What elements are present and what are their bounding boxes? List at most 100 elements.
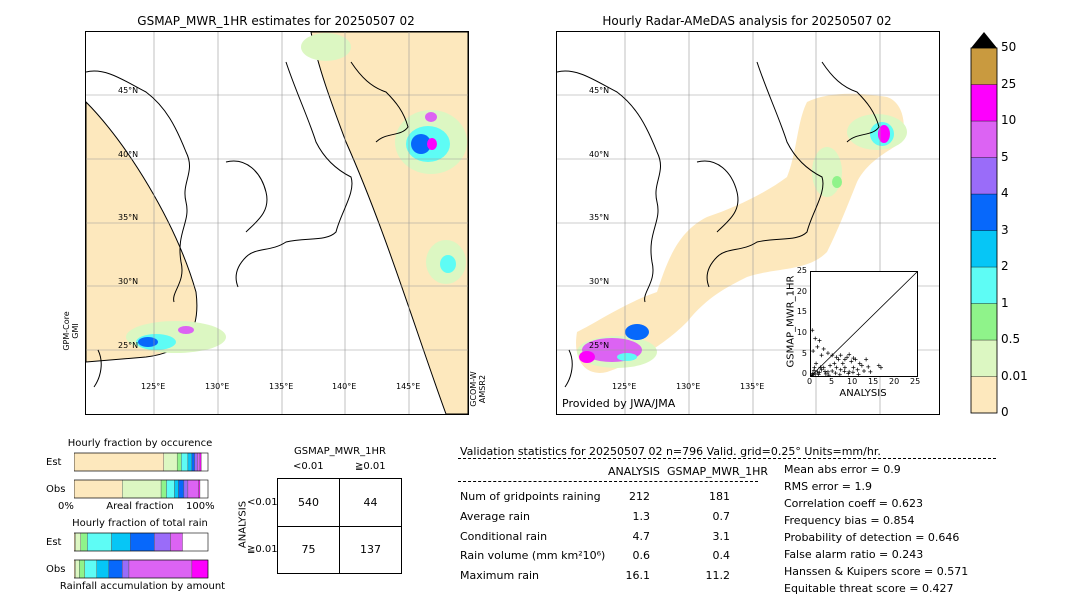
occurrence-obs-label: Obs [46, 484, 66, 495]
scatter-point [842, 365, 847, 370]
right-lon-label-125: 125°E [612, 382, 637, 391]
fraction-segment [163, 452, 178, 472]
fraction-segment [111, 532, 131, 552]
scatter-point [832, 361, 837, 366]
stat-label-3: Rain volume (mm km²10⁶) [460, 549, 606, 562]
scatter-point [838, 367, 843, 372]
scatter-point [847, 352, 852, 357]
score-2: Correlation coeff = 0.623 [784, 497, 923, 510]
scatter-ytick-5: 5 [801, 349, 807, 358]
left-lat-label-25: 25°N [118, 341, 139, 350]
fraction-segment [80, 532, 88, 552]
stat-gsmap-0: 181 [709, 490, 730, 503]
scatter-point [845, 355, 850, 360]
scatter-point [856, 372, 861, 377]
fraction-segment [191, 452, 195, 472]
occurrence-est-label: Est [46, 457, 62, 468]
contingency-col-header-1: <0.01 [293, 461, 324, 472]
scatter-point [842, 357, 847, 362]
scatter-point [850, 370, 855, 375]
scatter-point [810, 371, 815, 376]
scatter-point [851, 356, 856, 361]
scatter-point [821, 346, 826, 351]
credit-text: Provided by JWA/JMA [562, 397, 676, 410]
scatter-xtick-0: 0 [807, 377, 813, 386]
fraction-segment [130, 532, 155, 552]
validation-title: Validation statistics for 20250507 02 n=… [460, 445, 881, 458]
score-5: False alarm ratio = 0.243 [784, 548, 924, 561]
scatter-point [823, 371, 828, 376]
scatter-point [825, 369, 830, 374]
validation-col-header-gsmap: GSMAP_MWR_1HR [667, 465, 769, 478]
scatter-point [813, 336, 818, 341]
validation-col-header-analysis: ANALYSIS [608, 465, 660, 478]
contingency-grid: 540 44 75 137 [277, 478, 402, 574]
left-map-canvas [86, 32, 468, 414]
scatter-point [838, 353, 843, 358]
fraction-segment [79, 559, 85, 579]
colorbar-segment [970, 339, 998, 377]
stat-label-0: Num of gridpoints raining [460, 490, 601, 503]
right-lon-label-130: 130°E [676, 382, 701, 391]
scatter-point [866, 364, 871, 369]
scatter-point [822, 369, 827, 374]
scatter-xtick-20: 20 [889, 377, 900, 386]
scatter-point [833, 371, 838, 376]
right-lon-label-135: 135°E [740, 382, 765, 391]
scatter-point [811, 368, 816, 373]
score-1: RMS error = 1.9 [784, 480, 872, 493]
right-sensor-label: GCOM-W AMSR2 [469, 371, 487, 407]
colorbar-segment [970, 303, 998, 341]
fraction-segment [122, 479, 162, 499]
colorbar-label: 0 [1001, 405, 1009, 419]
stat-gsmap-3: 0.4 [712, 549, 731, 562]
scatter-point [840, 361, 845, 366]
right-lat-label-25: 25°N [589, 341, 610, 350]
colorbar-segment [970, 230, 998, 268]
scatter-xtick-25: 25 [910, 377, 921, 386]
colorbar-segment [970, 376, 998, 414]
colorbar-segment [970, 266, 998, 304]
fraction-segment [74, 452, 164, 472]
left-lat-label-30: 30°N [118, 277, 139, 286]
left-sensor-label: GPM-Core GMI [62, 311, 80, 351]
contingency-title: GSMAP_MWR_1HR [294, 446, 386, 457]
left-lon-label-145: 145°E [396, 382, 421, 391]
colorbar-segment [970, 84, 998, 122]
scatter-diagonal [810, 271, 918, 377]
total-rain-est-label: Est [46, 537, 62, 548]
colorbar-label: 3 [1001, 222, 1009, 237]
stat-label-1: Average rain [460, 510, 530, 523]
fraction-segment [178, 479, 185, 499]
fraction-segment [122, 559, 130, 579]
scatter-point [816, 372, 821, 377]
scatter-point [821, 365, 826, 370]
fraction-segment [187, 479, 199, 499]
fraction-segment [74, 479, 123, 499]
colorbar-label: 2 [1001, 259, 1009, 273]
right-lat-label-30: 30°N [589, 277, 610, 286]
total-rain-title: Hourly fraction of total rain [72, 518, 208, 529]
fraction-segment [174, 479, 179, 499]
fraction-segment [75, 559, 80, 579]
scatter-point [819, 367, 824, 372]
total-rain-bars [74, 532, 209, 579]
scatter-point [842, 369, 847, 374]
scatter-point [857, 361, 862, 366]
occurrence-title: Hourly fraction by occurence [67, 438, 213, 449]
scatter-xlabel: ANALYSIS [839, 388, 887, 399]
validation-divider-top [458, 458, 996, 459]
scatter-point [830, 353, 835, 358]
left-lat-label-45: 45°N [118, 86, 139, 95]
colorbar-extend-arrow [971, 32, 997, 48]
fraction-segment [108, 559, 123, 579]
scatter-point [814, 361, 819, 366]
fraction-segment [180, 452, 189, 472]
right-map-title: Hourly Radar-AMeDAS analysis for 2025050… [602, 14, 892, 28]
fraction-segment [154, 532, 171, 552]
scatter-point [862, 369, 866, 374]
scatter-point [837, 372, 842, 377]
stat-analysis-2: 4.7 [632, 530, 651, 543]
contingency-cell-11: 540 [298, 496, 319, 509]
colorbar-segment [970, 47, 998, 85]
